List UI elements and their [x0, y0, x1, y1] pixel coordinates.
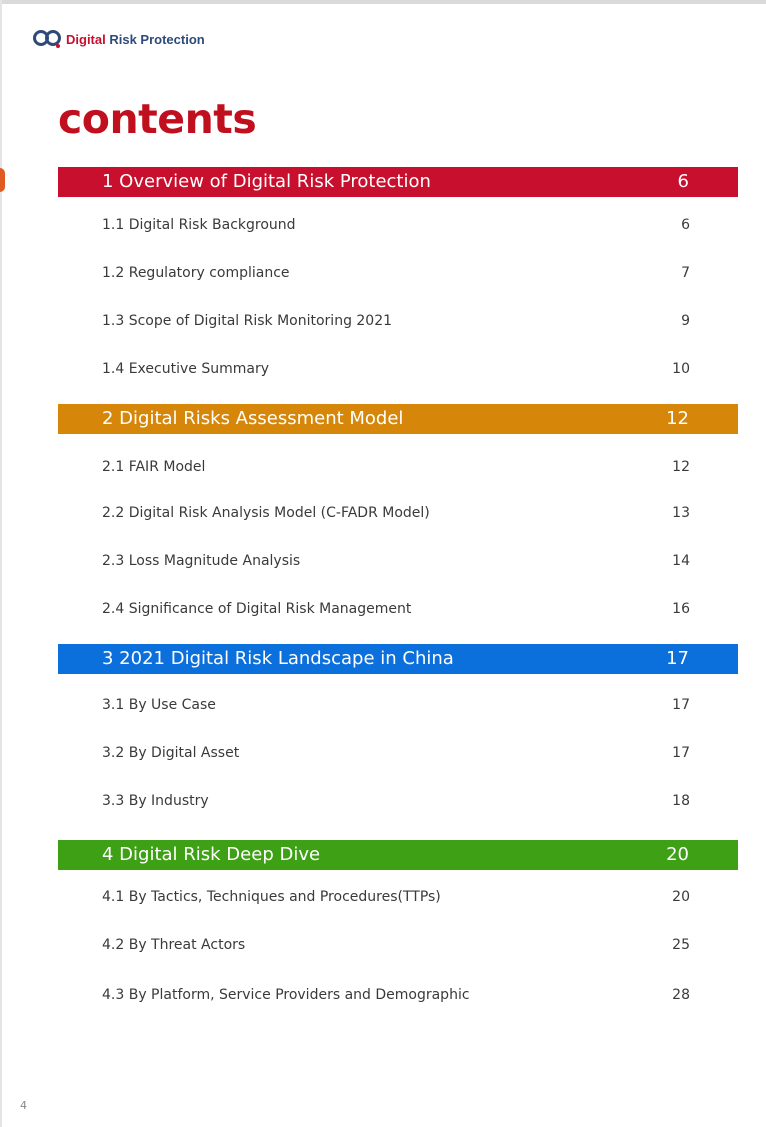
toc-entry-page: 7 [681, 265, 690, 281]
toc-entry-page: 12 [672, 459, 690, 475]
toc-entry-page: 9 [681, 313, 690, 329]
brand-name: Digital Risk Protection [66, 32, 205, 47]
page-edge [0, 0, 2, 1127]
toc-entry-4-3[interactable]: 4.3 By Platform, Service Providers and D… [102, 985, 690, 1005]
toc-entry-page: 25 [672, 937, 690, 953]
toc-entry-title: 3.3 By Industry [102, 793, 209, 809]
toc-section-page: 17 [666, 648, 689, 669]
toc-entry-page: 6 [681, 217, 690, 233]
toc-entry-1-3[interactable]: 1.3 Scope of Digital Risk Monitoring 202… [102, 311, 690, 331]
toc-entry-page: 20 [672, 889, 690, 905]
toc-section-1[interactable]: 1 Overview of Digital Risk Protection 6 [58, 167, 738, 197]
toc-entry-2-4[interactable]: 2.4 Significance of Digital Risk Managem… [102, 599, 690, 619]
toc-section-page: 6 [677, 171, 689, 192]
toc-section-page: 20 [666, 844, 689, 865]
toc-entry-page: 28 [672, 987, 690, 1003]
toc-entry-page: 18 [672, 793, 690, 809]
toc-entry-title: 4.3 By Platform, Service Providers and D… [102, 987, 470, 1003]
toc-section-title: 2 Digital Risks Assessment Model [102, 408, 404, 429]
toc-entry-page: 14 [672, 553, 690, 569]
brand-header: Digital Risk Protection [32, 28, 205, 50]
toc-section-3[interactable]: 3 2021 Digital Risk Landscape in China 1… [58, 644, 738, 674]
toc-entry-title: 2.2 Digital Risk Analysis Model (C-FADR … [102, 505, 430, 521]
brand-name-accent: Digital [66, 31, 106, 47]
toc-entry-2-2[interactable]: 2.2 Digital Risk Analysis Model (C-FADR … [102, 503, 690, 523]
toc-entry-title: 2.3 Loss Magnitude Analysis [102, 553, 301, 569]
toc-entry-page: 17 [672, 697, 690, 713]
toc-entry-3-1[interactable]: 3.1 By Use Case 17 [102, 695, 690, 715]
toc-section-4[interactable]: 4 Digital Risk Deep Dive 20 [58, 840, 738, 870]
toc-section-page: 12 [666, 408, 689, 429]
double-loop-logo-icon [33, 30, 61, 48]
toc-entry-1-2[interactable]: 1.2 Regulatory compliance 7 [102, 263, 690, 283]
toc-entry-title: 4.2 By Threat Actors [102, 937, 246, 953]
toc-entry-title: 4.1 By Tactics, Techniques and Procedure… [102, 889, 441, 905]
toc-entry-3-2[interactable]: 3.2 By Digital Asset 17 [102, 743, 690, 763]
toc-entry-2-3[interactable]: 2.3 Loss Magnitude Analysis 14 [102, 551, 690, 571]
top-divider [0, 0, 766, 4]
toc-entry-title: 3.1 By Use Case [102, 697, 216, 713]
toc-section-title: 1 Overview of Digital Risk Protection [102, 171, 431, 192]
toc-entry-title: 1.2 Regulatory compliance [102, 265, 290, 281]
toc-entry-title: 1.4 Executive Summary [102, 361, 269, 377]
toc-entry-page: 13 [672, 505, 690, 521]
toc-entry-2-1[interactable]: 2.1 FAIR Model 12 [102, 457, 690, 477]
footer-page-number: 4 [20, 1099, 27, 1112]
toc-section-title: 4 Digital Risk Deep Dive [102, 844, 321, 865]
toc-entry-title: 1.1 Digital Risk Background [102, 217, 296, 233]
toc-entry-page: 17 [672, 745, 690, 761]
toc-section-title: 3 2021 Digital Risk Landscape in China [102, 648, 454, 669]
toc-entry-title: 2.1 FAIR Model [102, 459, 206, 475]
toc-entry-4-1[interactable]: 4.1 By Tactics, Techniques and Procedure… [102, 887, 690, 907]
toc-entry-1-1[interactable]: 1.1 Digital Risk Background 6 [102, 215, 690, 235]
toc-section-2[interactable]: 2 Digital Risks Assessment Model 12 [58, 404, 738, 434]
toc-entry-title: 1.3 Scope of Digital Risk Monitoring 202… [102, 313, 393, 329]
toc-entry-title: 3.2 By Digital Asset [102, 745, 240, 761]
toc-entry-page: 10 [672, 361, 690, 377]
toc-entry-page: 16 [672, 601, 690, 617]
toc-entry-1-4[interactable]: 1.4 Executive Summary 10 [102, 359, 690, 379]
edge-tab-marker [0, 168, 5, 192]
brand-name-rest: Risk Protection [105, 31, 205, 47]
toc-entry-3-3[interactable]: 3.3 By Industry 18 [102, 791, 690, 811]
toc-entry-title: 2.4 Significance of Digital Risk Managem… [102, 601, 412, 617]
toc-entry-4-2[interactable]: 4.2 By Threat Actors 25 [102, 935, 690, 955]
page-title: contents [58, 95, 257, 143]
